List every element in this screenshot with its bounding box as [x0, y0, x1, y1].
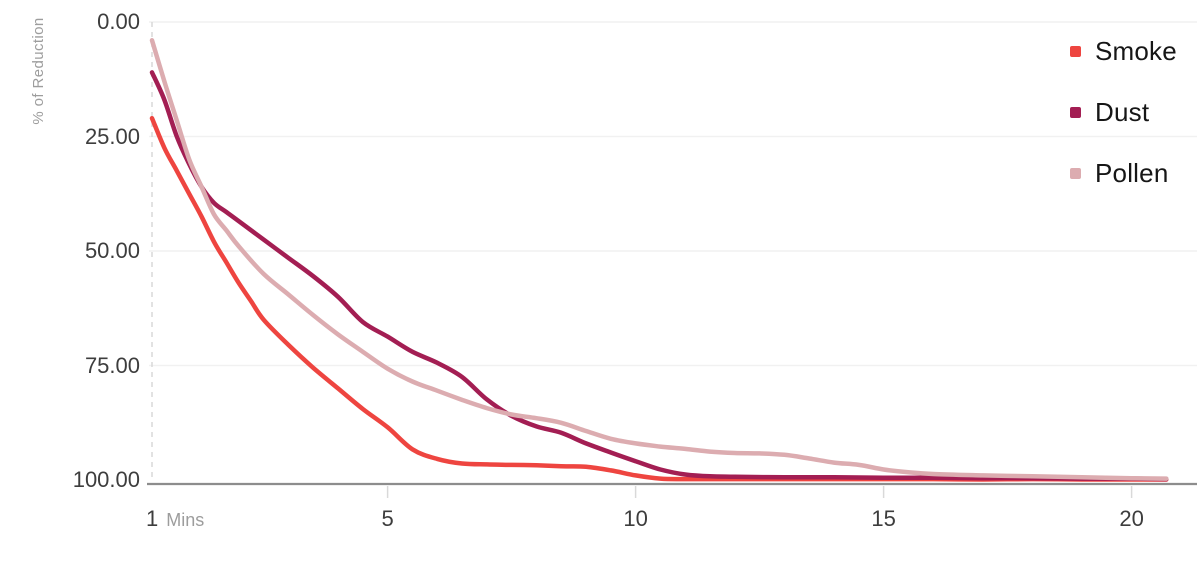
series-line-smoke [149, 115, 1169, 482]
legend-swatch-pollen [1070, 167, 1081, 179]
y-tick-label-50.00: 50.00 [84, 238, 140, 263]
x-axis-unit-label: Mins [166, 510, 205, 530]
x-tick-label-20: 20 [1119, 506, 1144, 531]
x-tick-value: 1 [146, 506, 159, 531]
x-tick-label-15: 15 [871, 506, 896, 531]
series-line-dust [149, 70, 1169, 482]
legend-label-dust: Dust [1095, 96, 1150, 127]
legend-label-smoke: Smoke [1095, 35, 1177, 66]
x-tick-label-1: 1 Mins [146, 506, 204, 532]
legend-swatch-smoke [1070, 45, 1081, 57]
series-line-pollen [149, 38, 1169, 481]
legend-item-smoke[interactable]: Smoke [1070, 35, 1177, 66]
y-axis-title: % of Reduction [30, 17, 47, 125]
chart-legend: Smoke Dust Pollen [1070, 35, 1177, 221]
legend-item-pollen[interactable]: Pollen [1070, 157, 1177, 188]
x-tick-label-5: 5 [381, 506, 394, 531]
legend-label-pollen: Pollen [1095, 157, 1169, 188]
y-tick-label-25.00: 25.00 [84, 123, 140, 149]
y-tick-label-0.00: 0.00 [97, 9, 140, 34]
legend-item-dust[interactable]: Dust [1070, 96, 1177, 127]
legend-swatch-dust [1070, 106, 1081, 118]
y-tick-label-100.00: 100.00 [72, 467, 140, 492]
y-tick-label-75.00: 75.00 [84, 352, 140, 378]
x-tick-label-10: 10 [623, 506, 648, 531]
